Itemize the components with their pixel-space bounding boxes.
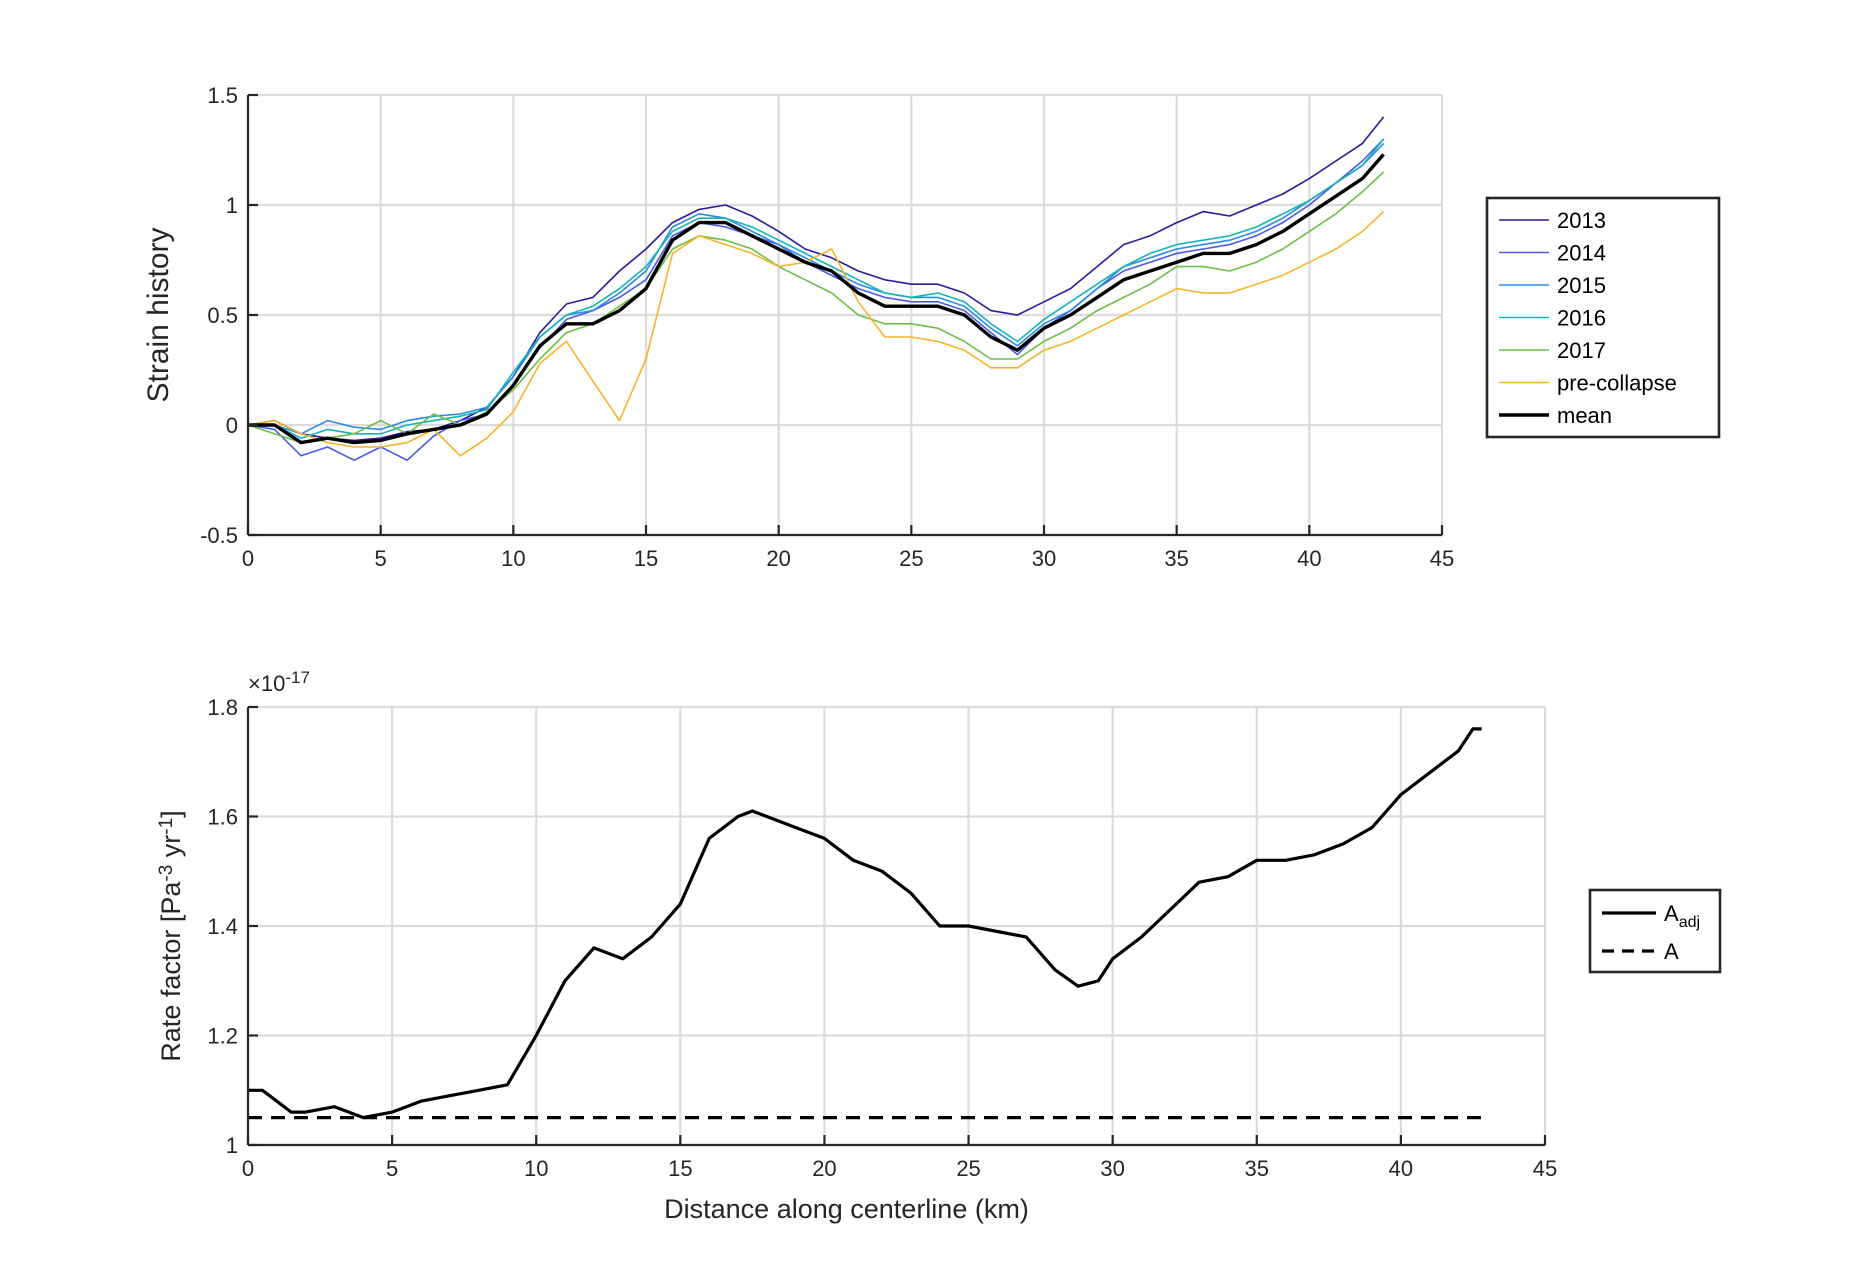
legend-label: 2017: [1557, 338, 1606, 363]
legend-box: [1588, 888, 1722, 974]
y-axis-label-superscript: -3: [156, 865, 177, 882]
series-line-2016: [248, 138, 1385, 440]
y-tick-label: 1.6: [207, 805, 238, 830]
y-tick-label: 1.4: [207, 914, 238, 939]
legend-label: Aadj: [1664, 901, 1700, 931]
y-axis-exponent-power: -17: [285, 668, 310, 687]
x-tick-label: 35: [1245, 1156, 1269, 1181]
rate-factor-chart: 0 5 10 15 20 25 30 35 40 45 1 1.2 1.4 1.6 1.8 Rate fact…: [156, 668, 1722, 1224]
y-tick-label: 0: [226, 413, 238, 438]
x-axis-label: Distance along centerline (km): [664, 1194, 1029, 1224]
legend-label: 2015: [1557, 273, 1606, 298]
x-tick-label: 20: [766, 546, 790, 571]
series-line-pre-collapse: [247, 211, 1385, 457]
series-line-2015: [248, 142, 1385, 435]
y-axis-exponent-base: ×10: [248, 671, 285, 696]
x-tick-label: 15: [668, 1156, 692, 1181]
x-tick-label: 40: [1297, 546, 1321, 571]
y-axis-label-part: yr: [156, 835, 186, 865]
legend-label: mean: [1557, 403, 1612, 428]
x-tick-label: 0: [242, 1156, 254, 1181]
y-axis-label-superscript: -1: [156, 818, 177, 835]
series-line-2013: [247, 116, 1385, 442]
x-tick-label: 25: [899, 546, 923, 571]
y-tick-label: 1: [226, 1133, 238, 1158]
y-tick-label: 0.5: [207, 303, 238, 328]
x-tick-label: 45: [1430, 546, 1454, 571]
series-line-mean: [248, 153, 1385, 445]
x-tick-label: 40: [1389, 1156, 1413, 1181]
x-tick-label: 10: [501, 546, 525, 571]
y-tick-label: -0.5: [200, 523, 238, 548]
x-tick-label: 0: [242, 546, 254, 571]
x-tick-label: 30: [1100, 1156, 1124, 1181]
x-tick-label: 20: [812, 1156, 836, 1181]
x-tick-label: 15: [634, 546, 658, 571]
x-tick-label: 5: [386, 1156, 398, 1181]
legend-label-subscript: adj: [1679, 914, 1700, 931]
y-axis-label-part: ]: [156, 810, 186, 818]
y-axis-exponent: ×10-17: [248, 668, 310, 696]
y-tick-label: 1: [226, 193, 238, 218]
y-tick-label: 1.8: [207, 695, 238, 720]
legend-label: 2013: [1557, 208, 1606, 233]
legend-label-main: A: [1664, 939, 1679, 964]
legend-label: 2016: [1557, 306, 1606, 331]
y-tick-label: 1.2: [207, 1024, 238, 1049]
series-line-aadj: [248, 727, 1482, 1120]
y-axis-label: Strain history: [142, 227, 175, 402]
x-tick-label: 10: [524, 1156, 548, 1181]
legend-label-main: A: [1664, 901, 1679, 926]
x-tick-label: 30: [1032, 546, 1056, 571]
x-tick-label: 25: [956, 1156, 980, 1181]
y-axis-label: Rate factor [Pa-3 yr-1]: [156, 810, 186, 1061]
x-tick-label: 5: [375, 546, 387, 571]
legend-label: pre-collapse: [1557, 371, 1677, 396]
legend-label: A: [1664, 939, 1679, 964]
x-tick-label: 35: [1164, 546, 1188, 571]
x-tick-label: 45: [1533, 1156, 1557, 1181]
series-line-2014: [247, 138, 1385, 462]
y-tick-label: 1.5: [207, 83, 238, 108]
y-axis-label-part: Rate factor [Pa: [156, 881, 186, 1062]
legend-label: 2014: [1557, 241, 1606, 266]
series-line-2017: [247, 171, 1385, 444]
